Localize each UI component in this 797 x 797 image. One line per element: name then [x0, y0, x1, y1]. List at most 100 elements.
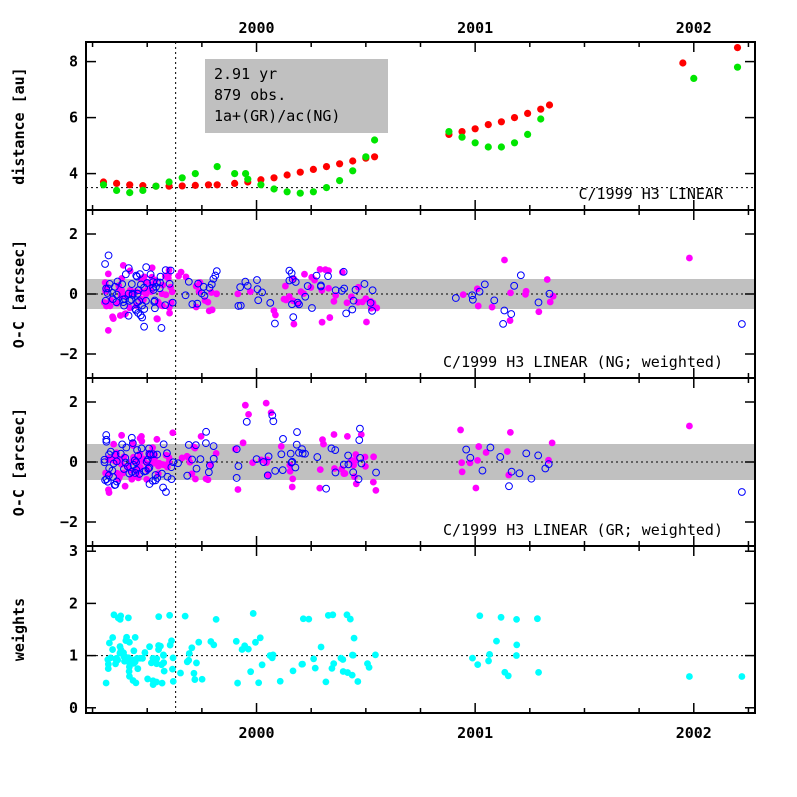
residual-point-open [288, 457, 297, 466]
residual-point-filled [246, 288, 254, 296]
residual-point-open [124, 289, 133, 298]
residual-point-open [268, 411, 277, 420]
panel-2: −2 0 2 O-C [arcsec] C/1999 H3 LINEAR (NG; we… [10, 209, 756, 379]
weight-point [166, 641, 174, 649]
distance-point [99, 181, 108, 189]
weight-point [349, 651, 357, 659]
residual-point-filled [234, 486, 242, 493]
residual-point-open [356, 424, 364, 433]
residual-point-open [121, 453, 130, 462]
residual-point-open [331, 468, 340, 477]
residual-point-open [368, 286, 377, 295]
residual-point-open [285, 266, 294, 275]
y-tick-label: −2 [60, 513, 78, 531]
residual-point-filled [357, 431, 365, 438]
residual-point-filled [343, 299, 351, 307]
distance-point [241, 170, 250, 178]
residual-point-open [112, 290, 121, 299]
y-tick-label: 3 [69, 542, 78, 560]
residual-point-open [150, 304, 159, 313]
weight-point [501, 668, 509, 676]
residual-point-open [490, 296, 499, 305]
residual-point-open [109, 473, 117, 481]
residual-point-open [120, 465, 128, 473]
residual-point-filled [325, 284, 332, 292]
residual-point-filled [545, 456, 552, 464]
residual-point-filled [316, 484, 324, 492]
distance-point [510, 114, 519, 122]
residual-point-filled [169, 429, 177, 437]
distance-point [484, 143, 492, 151]
weight-point [155, 646, 162, 653]
residual-point-open [278, 466, 287, 474]
residual-point-open [151, 476, 160, 485]
residual-point-open [127, 467, 136, 476]
residual-point-open [188, 455, 197, 464]
residual-point-filled [351, 473, 358, 481]
residual-point-filled [234, 290, 242, 298]
residual-point-filled [140, 273, 148, 281]
residual-point-filled [301, 270, 308, 278]
year-label-top: 2000 [238, 19, 274, 37]
residual-point-open [468, 291, 477, 300]
residual-point-filled [488, 303, 496, 311]
residual-point-open [105, 471, 113, 480]
y-axis-title: distance [au] [10, 67, 28, 184]
distance-point [445, 128, 453, 136]
residual-point-open [313, 453, 322, 461]
distance-point [336, 160, 344, 168]
weight-point [158, 661, 165, 669]
residual-point-open [478, 466, 487, 475]
y-tick-label: 8 [69, 53, 78, 71]
residual-point-filled [316, 466, 324, 474]
distance-point [165, 178, 173, 186]
residual-point-open [331, 286, 340, 295]
distance-point [497, 143, 505, 151]
residual-point-filled [289, 475, 297, 483]
residual-point-filled [191, 475, 199, 483]
residual-point-open [128, 289, 137, 298]
residual-point-open [136, 311, 145, 320]
residual-point-open [104, 251, 113, 260]
residual-point-open [181, 291, 190, 300]
residual-point-filled [311, 276, 318, 284]
residual-point-open [192, 464, 201, 473]
residual-point-open [163, 449, 171, 458]
residual-point-open [133, 289, 142, 298]
weight-point [116, 643, 124, 650]
residual-point-filled [459, 291, 467, 299]
residual-point-open [241, 277, 250, 286]
residual-point-open [106, 447, 115, 456]
y-axis-title: O-C [arcsec] [10, 240, 28, 348]
residual-point-filled [288, 483, 296, 491]
weight-point [141, 649, 149, 656]
residual-point-open [101, 476, 110, 484]
distance-point [370, 153, 379, 161]
residual-point-open [254, 296, 263, 305]
weight-point [130, 647, 138, 655]
panel-3: −2 0 2 O-C [arcsec] C/1999 H3 LINEAR (GR; we… [10, 377, 756, 547]
distance-point [213, 181, 221, 189]
weight-point [147, 659, 155, 667]
residual-point-filled [213, 290, 221, 298]
residual-point-open [188, 300, 197, 309]
distance-point [257, 181, 265, 189]
panel-frame [85, 545, 756, 714]
residual-point-open [287, 269, 296, 278]
weight-point [169, 665, 176, 673]
residual-point-open [507, 467, 516, 476]
weight-point [535, 669, 542, 676]
distance-point [296, 189, 304, 197]
weight-point [247, 668, 255, 676]
residual-point-open [161, 266, 170, 275]
residual-point-filled [457, 426, 464, 434]
weight-point [485, 657, 492, 665]
weight-point [153, 655, 161, 663]
distance-point [322, 163, 331, 171]
residual-point-filled [372, 486, 380, 494]
residual-point-filled [277, 442, 285, 450]
residual-point-open [271, 466, 280, 475]
residual-point-open [534, 298, 543, 307]
residual-point-open [236, 301, 245, 310]
residual-point-open [196, 455, 205, 464]
